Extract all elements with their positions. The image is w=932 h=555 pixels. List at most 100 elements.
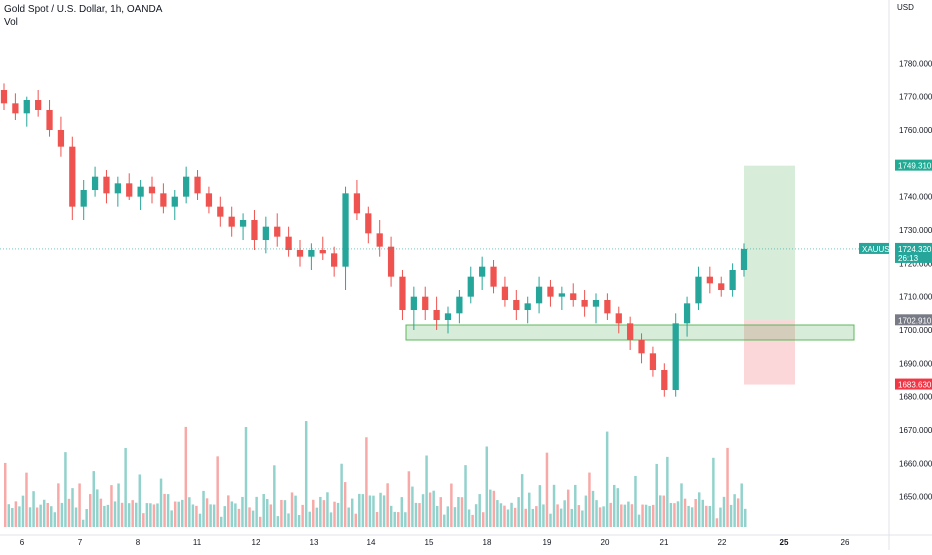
volume-bar xyxy=(216,456,219,527)
volume-bar xyxy=(248,507,251,527)
annotation-layer xyxy=(405,165,855,385)
volume-bar xyxy=(715,518,719,527)
price-tick-label: 1690.000 xyxy=(899,359,932,368)
current-price-label: 1724.320 xyxy=(898,245,932,254)
candle-body xyxy=(205,193,213,207)
volume-bar xyxy=(701,499,704,527)
volume-bar xyxy=(255,496,258,527)
volume-bar xyxy=(319,496,322,527)
volume-bar xyxy=(50,506,53,527)
volume-bar xyxy=(170,510,173,527)
volume-bar xyxy=(570,508,573,527)
volume-bar xyxy=(744,508,747,527)
volume-bar xyxy=(542,504,545,527)
volume-bar xyxy=(655,463,658,527)
volume-bar xyxy=(195,505,198,527)
stop-price-label: 1683.630 xyxy=(898,381,932,390)
volume-bar xyxy=(308,511,311,527)
target-price-label: 1749.310 xyxy=(898,162,932,171)
volume-bar xyxy=(166,494,170,527)
volume-bar xyxy=(156,503,159,527)
candle-body xyxy=(353,193,361,214)
volume-bar xyxy=(7,504,11,527)
candle-body xyxy=(148,186,156,194)
volume-bar xyxy=(106,504,110,527)
volume-bar xyxy=(612,484,616,527)
candle-body xyxy=(262,226,269,240)
volume-bar xyxy=(460,497,464,527)
candle-body xyxy=(126,183,133,197)
time-tick-label: 14 xyxy=(367,538,376,547)
volume-bar xyxy=(273,465,276,527)
volume-bar xyxy=(184,426,188,527)
volume-bar xyxy=(595,500,598,527)
volume-bar xyxy=(411,486,414,527)
candle-body xyxy=(456,296,463,314)
candle-body xyxy=(547,286,554,297)
candle-body xyxy=(524,303,531,310)
volume-bar xyxy=(697,492,701,527)
price-tick-label: 1720.000 xyxy=(899,259,932,268)
volume-bar xyxy=(78,483,81,527)
volume-bar xyxy=(81,519,85,527)
symbol-tag-label: XAUUSD xyxy=(862,245,896,254)
volume-bar xyxy=(347,507,350,527)
volume-bar xyxy=(103,505,106,527)
volume-bar xyxy=(315,507,319,527)
volume-bar xyxy=(577,505,581,527)
price-tick-label: 1740.000 xyxy=(899,193,932,202)
volume-bar xyxy=(528,492,531,527)
volume-bar xyxy=(113,501,117,527)
volume-bar xyxy=(651,504,655,527)
time-tick-label: 26 xyxy=(841,538,850,547)
candle-body xyxy=(285,236,292,250)
volume-bar xyxy=(733,494,736,527)
volume-bar xyxy=(520,474,524,527)
volume-bar xyxy=(223,506,226,527)
time-tick-label: 13 xyxy=(310,538,319,547)
volume-bar xyxy=(99,498,103,527)
volume-bar xyxy=(581,510,584,527)
volume-bar xyxy=(641,504,644,527)
time-tick-label: 11 xyxy=(193,538,202,547)
volume-bar xyxy=(202,490,205,527)
candle-body xyxy=(661,370,668,390)
price-tick-label: 1730.000 xyxy=(899,226,932,235)
volume-bar xyxy=(18,506,21,527)
volume-bar xyxy=(481,512,485,527)
volume-bar xyxy=(88,494,92,527)
volume-bar xyxy=(736,498,740,527)
volume-bar xyxy=(397,512,400,527)
time-tick-label: 20 xyxy=(601,538,610,547)
volume-bar xyxy=(510,502,513,527)
candle-body xyxy=(410,296,417,310)
time-tick-label: 25 xyxy=(780,538,789,547)
candle-body xyxy=(604,300,611,314)
candle-body xyxy=(649,353,657,370)
volume-bar xyxy=(85,509,88,527)
candle-body xyxy=(376,233,383,247)
candle-body xyxy=(535,286,543,304)
price-tick-label: 1660.000 xyxy=(899,459,932,468)
volume-bar xyxy=(673,503,676,527)
candle-body xyxy=(729,270,736,290)
candle-body xyxy=(433,310,440,320)
volume-bar xyxy=(379,492,382,527)
volume-bar xyxy=(42,499,46,527)
volume-bar xyxy=(237,508,241,527)
volume-bar xyxy=(538,485,542,527)
volume-bar xyxy=(644,504,648,527)
time-tick-label: 6 xyxy=(20,538,25,547)
volume-bar xyxy=(559,508,563,527)
volume-bar xyxy=(241,496,244,527)
volume-bar xyxy=(4,462,7,527)
candle-body xyxy=(137,186,144,197)
candle-body xyxy=(217,206,224,217)
candle-body xyxy=(69,146,76,207)
volume-bar xyxy=(372,495,375,527)
volume-bar xyxy=(549,513,552,527)
long-position-target-zone xyxy=(744,165,795,321)
price-tick-label: 1780.000 xyxy=(899,59,932,68)
